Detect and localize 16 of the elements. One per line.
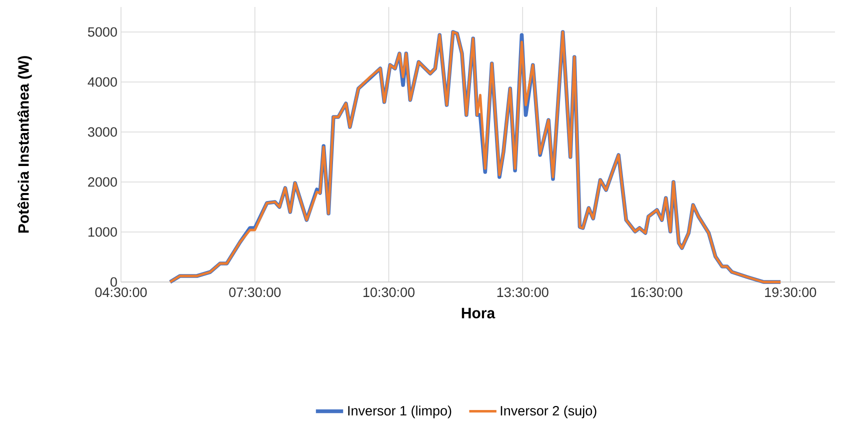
x-tick-label: 19:30:00 <box>765 288 816 298</box>
y-tick-label: 5000 <box>88 27 117 37</box>
x-tick-label: 13:30:00 <box>497 288 548 298</box>
x-tick-label: 07:30:00 <box>229 288 281 298</box>
legend-label: Inversor 2 (sujo) <box>500 406 596 418</box>
y-tick-label: 4000 <box>88 77 117 87</box>
y-tick-label: 0 <box>110 277 117 287</box>
y-tick-label: 2000 <box>88 177 117 187</box>
y-tick-label: 1000 <box>88 227 117 237</box>
x-tick-label: 16:30:00 <box>631 288 682 298</box>
x-axis-title: Hora <box>462 308 496 318</box>
y-tick-label: 3000 <box>88 127 117 137</box>
y-axis-title: Potência Instantânea (W) <box>17 56 32 233</box>
legend-label: Inversor 1 (limpo) <box>348 406 452 418</box>
x-tick-label: 10:30:00 <box>364 288 415 298</box>
x-tick-label: 04:30:00 <box>95 288 147 298</box>
